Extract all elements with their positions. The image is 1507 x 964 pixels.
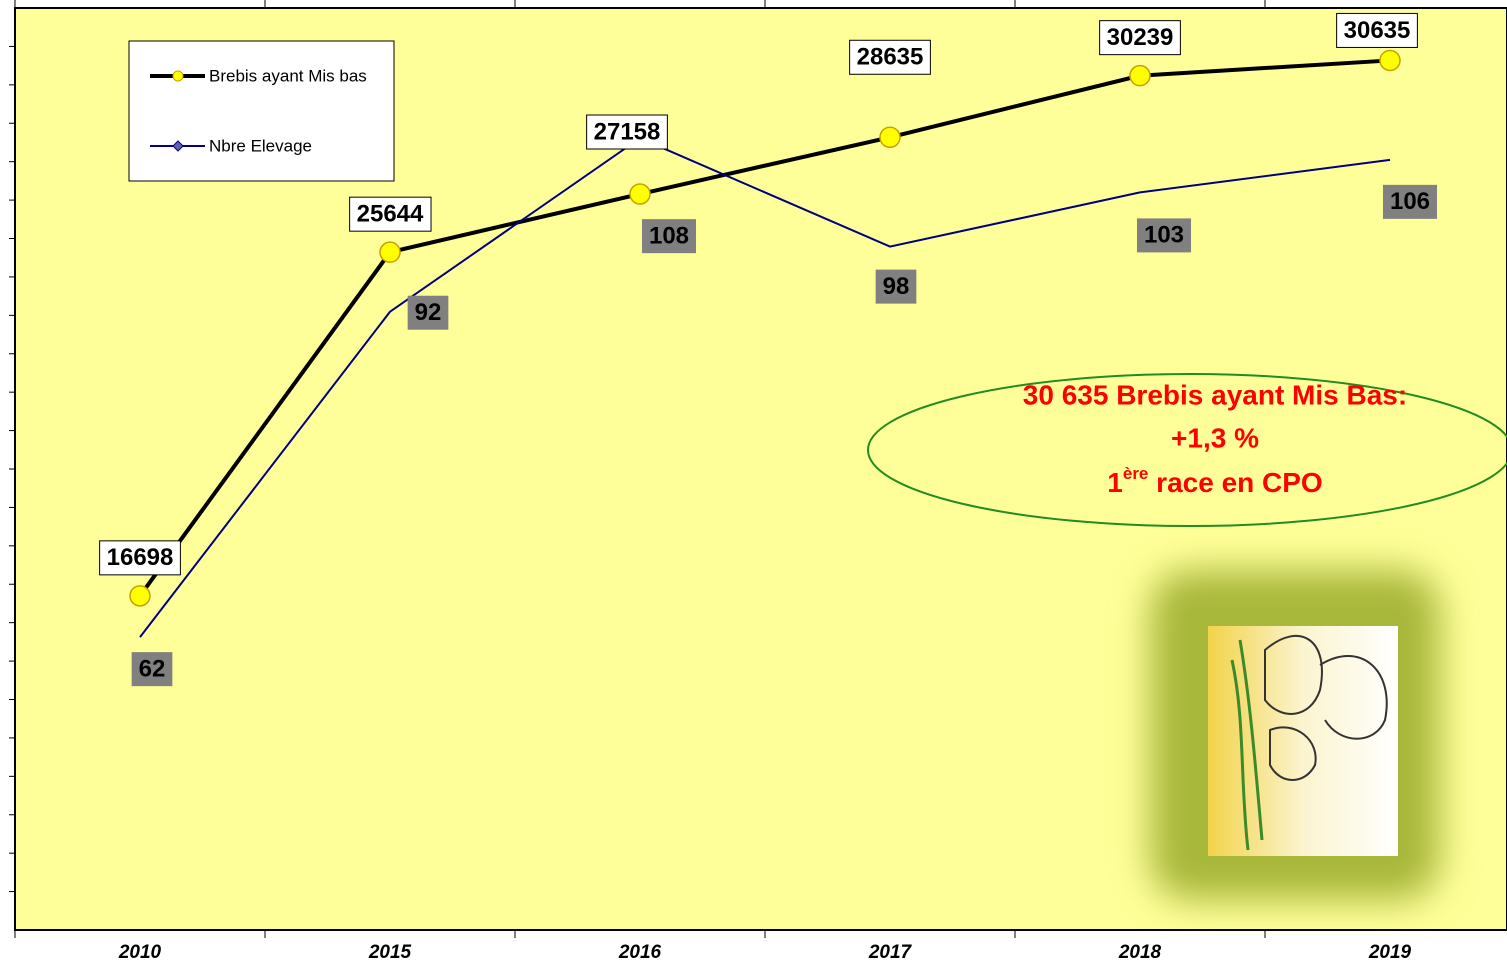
- value-label-text: 30635: [1344, 17, 1411, 44]
- marker: [629, 183, 651, 205]
- x-tick-label: 2016: [618, 942, 662, 963]
- value-label-text: 25644: [357, 201, 424, 228]
- value-label-box: [99, 540, 181, 576]
- value-label: 16698: [99, 540, 181, 576]
- value-label-box: [875, 269, 917, 304]
- legend-box: [128, 40, 395, 182]
- value-label-box: [1336, 12, 1418, 48]
- x-tick-label: 2017: [868, 942, 913, 963]
- value-label-box: [349, 196, 432, 232]
- value-label: 103: [1136, 218, 1192, 253]
- value-label: 25644: [349, 196, 432, 232]
- value-label: 98: [875, 269, 917, 304]
- value-label: 92: [407, 295, 449, 330]
- marker: [879, 126, 901, 149]
- value-label-box: [641, 219, 697, 254]
- value-label-text: 108: [649, 223, 689, 250]
- value-label-box: [1382, 184, 1438, 219]
- value-label-text: 62: [139, 655, 166, 682]
- legend: Brebis ayant Mis bas Nbre Elevage: [128, 40, 395, 182]
- legend-label: Nbre Elevage: [209, 136, 312, 155]
- value-label-text: 106: [1390, 188, 1430, 215]
- logo-sheep: [1264, 634, 1388, 781]
- value-label-box: [586, 114, 668, 150]
- marker: [379, 241, 401, 263]
- annotation-text: +1,3 %: [1171, 422, 1259, 453]
- value-label-text: 28635: [857, 44, 924, 71]
- value-label-text: 27158: [594, 118, 661, 145]
- annotation-text: 1ère race en CPO: [1107, 464, 1322, 498]
- x-tick-label: 2019: [1368, 942, 1412, 963]
- value-label-text: 98: [883, 273, 910, 300]
- value-label-text: 103: [1144, 222, 1184, 249]
- annotation-text: 30 635 Brebis ayant Mis Bas:: [1023, 379, 1407, 410]
- logo-panel: [1208, 626, 1398, 856]
- marker: [1379, 49, 1401, 72]
- value-label-text: 92: [415, 299, 442, 326]
- value-label: 106: [1382, 184, 1438, 219]
- value-label: 30635: [1336, 12, 1418, 48]
- value-label-box: [1136, 218, 1192, 253]
- annotation-rest: race en CPO: [1148, 467, 1322, 498]
- value-label: 28635: [849, 39, 931, 75]
- annotation-ellipse: [867, 373, 1507, 527]
- value-label-box: [849, 39, 931, 75]
- value-label: 108: [641, 219, 697, 254]
- value-label-box: [131, 652, 173, 687]
- value-label: 27158: [586, 114, 668, 150]
- marker: [1129, 64, 1151, 87]
- value-label-text: 16698: [107, 544, 174, 571]
- x-tick-label: 2015: [368, 942, 412, 963]
- logo-grass: [1230, 639, 1264, 851]
- value-label-box: [1099, 20, 1181, 56]
- x-tick-label: 2018: [1118, 942, 1162, 963]
- legend-label: Brebis ayant Mis bas: [209, 66, 367, 85]
- logo: [1150, 570, 1440, 900]
- series-line: [139, 137, 1391, 638]
- value-label: 62: [131, 652, 173, 687]
- marker: [129, 585, 151, 607]
- value-label-box: [407, 295, 449, 330]
- annotation-base: 1: [1107, 467, 1123, 498]
- legend-marker: [172, 70, 184, 82]
- value-label: 30239: [1099, 20, 1181, 56]
- value-label-text: 30239: [1107, 24, 1174, 51]
- x-tick-label: 2010: [118, 942, 162, 963]
- annotation-sup: ère: [1123, 464, 1149, 483]
- series-line: [138, 58, 1391, 598]
- legend-marker: [172, 140, 184, 152]
